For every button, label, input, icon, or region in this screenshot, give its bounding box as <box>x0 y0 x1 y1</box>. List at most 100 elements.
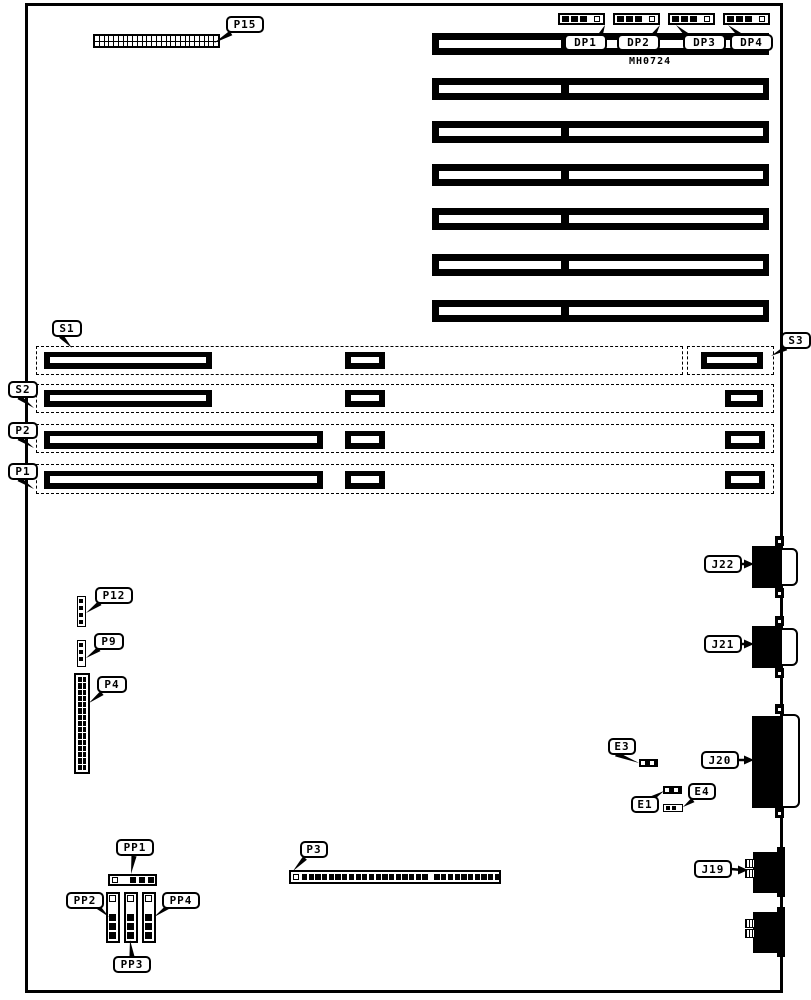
pin-filled <box>148 876 154 883</box>
pin-cell <box>128 41 133 46</box>
pin-cell <box>82 714 86 720</box>
slot-strip <box>351 395 379 401</box>
callout-arrowhead-j21 <box>744 639 754 649</box>
pin-cell <box>209 41 214 46</box>
pin-cell <box>95 36 99 41</box>
pin-cell <box>123 36 128 41</box>
dp-pin-filled <box>727 16 734 22</box>
pin-cell <box>142 41 147 46</box>
s2-outline <box>36 384 774 413</box>
memory-socket-strip <box>439 261 561 269</box>
p1-main <box>44 471 323 489</box>
callout-tail-s1 <box>59 334 72 348</box>
dp1-header <box>558 13 605 25</box>
callout-label: P15 <box>233 18 257 31</box>
memory-socket-bar <box>432 78 769 100</box>
callout-label: PP2 <box>73 894 97 907</box>
jumper-pin-filled <box>672 805 676 810</box>
pin-cell <box>78 764 82 770</box>
din-stub <box>745 859 755 868</box>
pin-filled <box>388 873 395 880</box>
j21-port-shell <box>780 628 798 666</box>
din-stub <box>745 869 755 878</box>
pin-cell <box>114 36 118 41</box>
callout-pp2: PP2 <box>66 892 104 909</box>
p15-header <box>93 34 220 48</box>
pin-open <box>293 873 299 880</box>
screw-tab <box>775 668 784 678</box>
j21-port-body <box>752 626 780 668</box>
callout-j20: J20 <box>701 751 739 769</box>
pin-cell <box>171 41 176 46</box>
jumper-pin-filled <box>665 805 670 810</box>
pin-filled <box>127 932 134 939</box>
pin-cell <box>157 41 161 46</box>
callout-tail-p15 <box>214 30 233 43</box>
callout-tail-p12 <box>86 600 102 613</box>
callout-label: P4 <box>104 678 120 691</box>
callout-p4: P4 <box>97 676 127 693</box>
screw-hole <box>778 539 781 543</box>
callout-tail-p3 <box>293 856 307 871</box>
screw-tab <box>775 536 784 546</box>
slot-strip <box>707 357 757 363</box>
e4-jumper <box>663 804 683 812</box>
pin-cell <box>190 41 195 46</box>
pin-filled <box>494 873 500 880</box>
dp-pin-filled <box>736 16 743 22</box>
pin-filled <box>441 873 447 880</box>
pin-cell <box>166 36 171 41</box>
callout-label: PP4 <box>169 894 193 907</box>
pin-cell <box>195 41 199 46</box>
pin-cell <box>176 41 180 46</box>
pin-cell <box>199 41 204 46</box>
memory-socket-strip <box>439 128 561 136</box>
pin-cell <box>161 36 166 41</box>
callout-j19: J19 <box>694 860 732 878</box>
pin-cell <box>180 41 185 46</box>
pin-cell <box>133 41 137 46</box>
screw-hole <box>778 619 781 623</box>
memory-socket-strip <box>569 171 763 179</box>
p1-mid <box>345 471 385 489</box>
callout-pp1: PP1 <box>116 839 154 856</box>
p2-outline <box>36 424 774 453</box>
slot-strip <box>731 476 759 483</box>
pin-cell <box>180 36 185 41</box>
pin-cell <box>137 41 142 46</box>
pin-cell <box>82 758 86 764</box>
dp-pin-open <box>594 16 600 22</box>
pin-open <box>109 895 116 902</box>
tick-pin <box>78 650 83 654</box>
screw-hole <box>778 591 781 595</box>
callout-s3: S3 <box>781 332 811 349</box>
pin-filled <box>447 873 454 880</box>
s2-mid <box>345 390 385 407</box>
memory-socket-strip <box>439 215 561 223</box>
pin-filled <box>145 914 152 921</box>
dp-pin-filled <box>690 16 697 22</box>
pin-filled <box>308 873 314 880</box>
pp3-conn <box>124 892 138 943</box>
pin-open <box>145 895 152 902</box>
pin-cell <box>82 739 86 745</box>
pin-filled <box>348 873 355 880</box>
pin-cell <box>204 36 209 41</box>
pin-cell <box>78 733 82 739</box>
dp-pin-filled <box>562 16 569 22</box>
screw-tab <box>775 704 784 714</box>
callout-label: DP2 <box>627 36 650 49</box>
pin-cell <box>82 720 86 727</box>
pin-cell <box>171 36 176 41</box>
pin-filled <box>467 873 474 880</box>
callout-dp4: DP4 <box>730 34 773 51</box>
pp4-conn <box>142 892 156 943</box>
pin-filled <box>395 873 401 880</box>
callout-label: P3 <box>306 843 322 856</box>
memory-socket-bar <box>432 121 769 143</box>
callout-label: E1 <box>637 798 653 811</box>
callout-label: DP4 <box>740 36 763 49</box>
tick-pin <box>78 606 83 610</box>
pin-cell <box>157 36 161 41</box>
